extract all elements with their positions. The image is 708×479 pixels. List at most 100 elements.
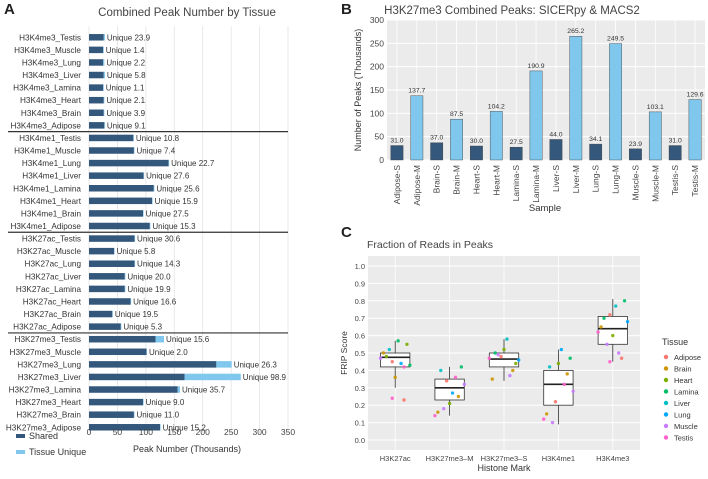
panel-a-row-label: H3K4me3_Muscle	[14, 46, 81, 55]
panel-a-bars	[89, 34, 241, 431]
legend-swatch-unique	[16, 450, 25, 454]
panel-a-row-label: H3K27ac_Lung	[25, 260, 82, 269]
panel-a-annotation: Unique 25.6	[156, 184, 200, 193]
panel-b-value-label: 37.0	[430, 135, 443, 142]
panel-c-point	[496, 353, 500, 357]
panel-c-point	[456, 394, 461, 399]
panel-b-y-tick-label: 200	[370, 62, 384, 72]
panel-c-legend-dot	[663, 377, 669, 383]
panel-a-x-tick-label: 0	[87, 427, 92, 437]
panel-a-row-label: H3K27me3_Liver	[18, 373, 82, 382]
panel-a-row-label: H3K27ac_Liver	[25, 272, 81, 281]
panel-c-point	[565, 372, 569, 376]
panel-c-y-tick-label: 0.8	[355, 297, 365, 306]
panel-b-x-tick-label: Lung-M	[611, 165, 621, 194]
panel-b-value-label: 104.2	[488, 103, 505, 110]
panel-b-value-label: 190.9	[528, 63, 545, 70]
panel-a-bar-shared	[89, 310, 113, 318]
panel-a-row-label: H3K27ac_Lamina	[16, 285, 82, 294]
panel-c-legend-label: Heart	[674, 376, 693, 385]
panel-b-chart: H3K27me3 Combined Peaks: SICERpy & MACS2…	[353, 5, 705, 214]
panel-b-value-label: 31.0	[669, 138, 682, 145]
panel-c-point	[502, 347, 506, 352]
panel-a-row-label: H3K4me3_Heart	[20, 96, 82, 105]
panel-c-y-tick-label: 0.7	[355, 314, 365, 323]
panel-c-legend-title: Tissue	[662, 337, 688, 347]
panel-c-point	[599, 325, 603, 329]
panel-c-box	[380, 352, 411, 368]
panel-c-point	[511, 368, 515, 373]
panel-c-point	[450, 391, 455, 395]
panel-c-x-ticks: H3K27ac H3K27me3–M H3K27me3–S H3K4me1 H3K4me…	[380, 454, 630, 463]
panel-a-annotation: Unique 22.7	[171, 159, 215, 168]
panel-b-x-tick-label: Lamina-S	[511, 165, 521, 202]
panel-b-value-label: 87.5	[450, 111, 463, 118]
panel-a-row-label: H3K4me3_Liver	[22, 71, 81, 80]
panel-a-x-tick-label: 200	[196, 427, 210, 437]
panel-c-point	[390, 360, 394, 364]
panel-b-value-label: 129.6	[687, 92, 704, 99]
panel-c-point	[514, 361, 518, 366]
panel-c-point	[625, 319, 630, 324]
panel-b-bar	[589, 143, 603, 161]
panel-c-point	[516, 358, 521, 362]
panel-b-bar	[430, 142, 444, 161]
panel-a-bar-unique	[216, 361, 232, 368]
panel-b-x-tick-label: Testis-M	[690, 165, 700, 197]
panel-c-box	[597, 316, 628, 345]
legend-label-shared: Shared	[29, 431, 58, 441]
panel-c-gridlines	[368, 256, 640, 450]
panel-c-point	[611, 333, 615, 338]
panel-a-bar-shared	[89, 159, 169, 167]
panel-a-bar-unique	[103, 71, 105, 79]
panel-c-legend-dot	[663, 389, 669, 394]
panel-a-row-label: H3K4me3_Testis	[19, 33, 81, 42]
panel-a-bar-unique	[103, 34, 105, 41]
panel-c-x-tick-label: H3K27me3–S	[481, 454, 528, 463]
panel-a-row-label: H3K4me1_Liver	[22, 172, 81, 181]
panel-c-boxes	[380, 299, 628, 425]
panel-c-legend: Adipose Brain Heart Lamina Liver Lung Muscle Te…	[663, 353, 701, 443]
panel-a-bar-unique	[112, 310, 113, 318]
panel-a-bar-shared	[89, 46, 104, 54]
panel-b-y-tick-label: 0	[379, 155, 384, 165]
panel-a-row-label: H3K4me1_Testis	[19, 134, 81, 143]
panel-a-bar-unique	[120, 323, 122, 330]
panel-a-bar-shared	[89, 273, 125, 280]
panel-a-annotation: Unique 35.7	[182, 386, 226, 395]
panel-c-point	[596, 330, 600, 334]
panel-b-value-label: 137.7	[408, 88, 425, 95]
panel-c-point	[399, 361, 403, 366]
panel-b-bar	[390, 145, 404, 161]
panel-a-chart: Combined Peak Number by Tissue H3K4me3_T…	[6, 7, 295, 457]
panel-c-point	[436, 410, 440, 414]
panel-a-bar-shared	[89, 323, 121, 330]
panel-a-x-tick-label: 50	[113, 427, 123, 437]
panel-a-x-ticks: 0 50 100 150 200 250 300 350	[87, 427, 296, 437]
panel-c-point	[439, 368, 443, 373]
panel-c-y-tick-label: 0.1	[355, 419, 365, 428]
panel-c-point	[490, 377, 494, 381]
panel-c-legend-label: Muscle	[674, 422, 698, 431]
panel-a-title: Combined Peak Number by Tissue	[98, 7, 276, 19]
panel-a-bar-unique	[146, 348, 147, 356]
panel-a-annotation: Unique 2.0	[149, 348, 188, 357]
panel-a-annotation: Unique 27.5	[146, 209, 190, 218]
panel-b-x-tick-label: Testis-S	[670, 165, 680, 196]
panel-a-row-label: H3K4me3_Adipose	[10, 121, 81, 130]
panel-a-annotation: Unique 26.3	[234, 360, 278, 369]
panel-a-bar-shared	[89, 285, 125, 293]
panel-a-annotation: Unique 23.9	[107, 33, 151, 42]
panel-c-point	[616, 351, 621, 355]
panel-c-point	[447, 401, 452, 406]
panel-a-annotation: Unique 5.8	[107, 71, 146, 80]
panel-a-bar-shared	[89, 335, 156, 343]
panel-a-bar-shared	[89, 373, 185, 381]
panel-a-annotation: Unique 15.3	[152, 222, 196, 231]
panel-b-x-tick-label: Lamina-M	[531, 165, 541, 203]
panel-b-value-label: 30.0	[470, 138, 483, 145]
panel-c-legend-dot	[663, 435, 669, 440]
panel-b-bar	[668, 145, 682, 161]
panel-a-bar-unique	[114, 247, 115, 255]
panel-b-x-tick-label: Muscle-S	[630, 165, 640, 201]
